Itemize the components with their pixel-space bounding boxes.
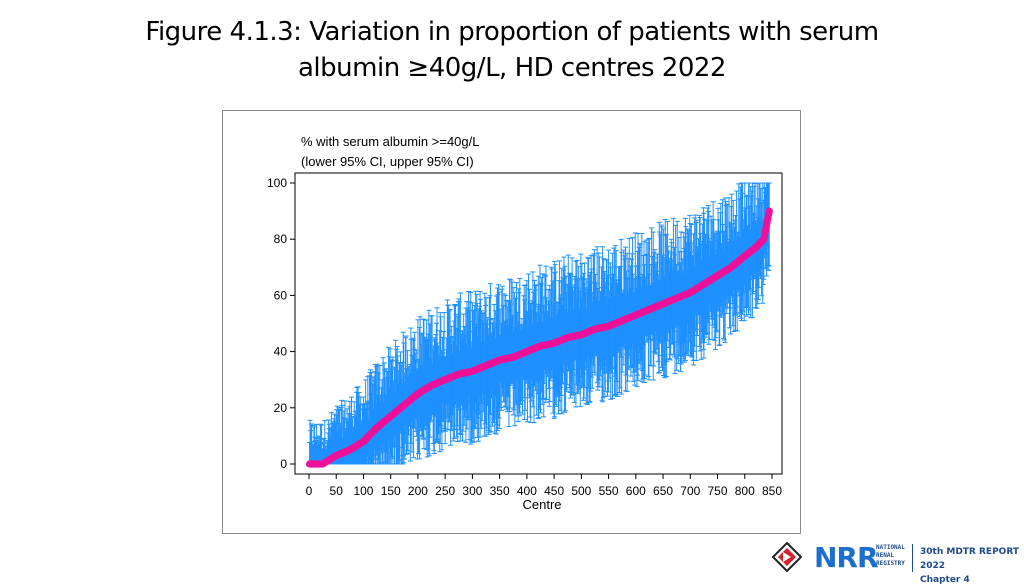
x-axis: 0 50 100 150 200 250 300 350 400 450 500 550 600 650 7… [306, 474, 782, 498]
brand-sub-3: REGISTRY [876, 560, 905, 567]
title-line-1: Figure 4.1.3: Variation in proportion of… [145, 17, 879, 47]
data-point [765, 207, 773, 215]
x-tick-label-0: 0 [306, 484, 313, 498]
x-tick-label-500: 500 [571, 484, 591, 498]
title-line-2: albumin ≥40g/L, HD centres 2022 [298, 53, 726, 83]
y-tick-label-60: 60 [274, 288, 288, 302]
page-title: Figure 4.1.3: Variation in proportion of… [0, 14, 1024, 86]
x-tick-label-300: 300 [462, 484, 482, 498]
brand-sub-1: NATIONAL [876, 544, 905, 551]
brand-sub-2: RENAL [876, 552, 895, 559]
report-line-1: 30th MDTR REPORT 2022 [920, 547, 1019, 571]
x-tick-label-550: 550 [599, 484, 619, 498]
x-tick-label-100: 100 [353, 484, 373, 498]
x-axis-label: Centre [522, 497, 561, 512]
x-tick-label-600: 600 [626, 484, 646, 498]
x-tick-label-50: 50 [330, 484, 344, 498]
x-tick-label-150: 150 [381, 484, 401, 498]
brand-subtitle: NATIONAL RENAL REGISTRY [876, 544, 905, 568]
funnel-scatter-chart: % with serum albumin >=40g/L (lower 95% … [267, 134, 783, 512]
report-label: 30th MDTR REPORT 2022 Chapter 4 [920, 545, 1024, 587]
x-tick-label-350: 350 [490, 484, 510, 498]
y-tick-label-80: 80 [274, 232, 288, 246]
brand-wordmark: NRR [814, 541, 879, 574]
y-tick-label-20: 20 [274, 401, 288, 415]
x-tick-label-250: 250 [435, 484, 455, 498]
point-markers [305, 207, 773, 468]
y-tick-label-40: 40 [274, 345, 288, 359]
y-tick-label-0: 0 [280, 457, 287, 471]
x-tick-label-650: 650 [653, 484, 673, 498]
ci-bars [307, 182, 772, 465]
report-line-2: Chapter 4 [920, 575, 970, 585]
x-tick-label-200: 200 [408, 484, 428, 498]
footer-branding: NRR NATIONAL RENAL REGISTRY 30th MDTR RE… [772, 540, 1024, 585]
x-tick-label-700: 700 [680, 484, 700, 498]
legend-line-1: % with serum albumin >=40g/L [301, 134, 479, 149]
x-tick-label-750: 750 [708, 484, 728, 498]
chart-panel: % with serum albumin >=40g/L (lower 95% … [222, 110, 801, 534]
x-tick-label-800: 800 [735, 484, 755, 498]
x-tick-label-400: 400 [517, 484, 537, 498]
nrr-diamond-logo-icon [772, 542, 802, 572]
y-axis: 0 20 40 60 80 100 [267, 176, 295, 471]
x-tick-label-450: 450 [544, 484, 564, 498]
x-tick-label-850: 850 [762, 484, 782, 498]
footer-divider [912, 544, 913, 572]
plot-area [294, 172, 783, 475]
y-tick-label-100: 100 [267, 176, 287, 190]
legend-line-2: (lower 95% CI, upper 95% CI) [301, 154, 474, 169]
